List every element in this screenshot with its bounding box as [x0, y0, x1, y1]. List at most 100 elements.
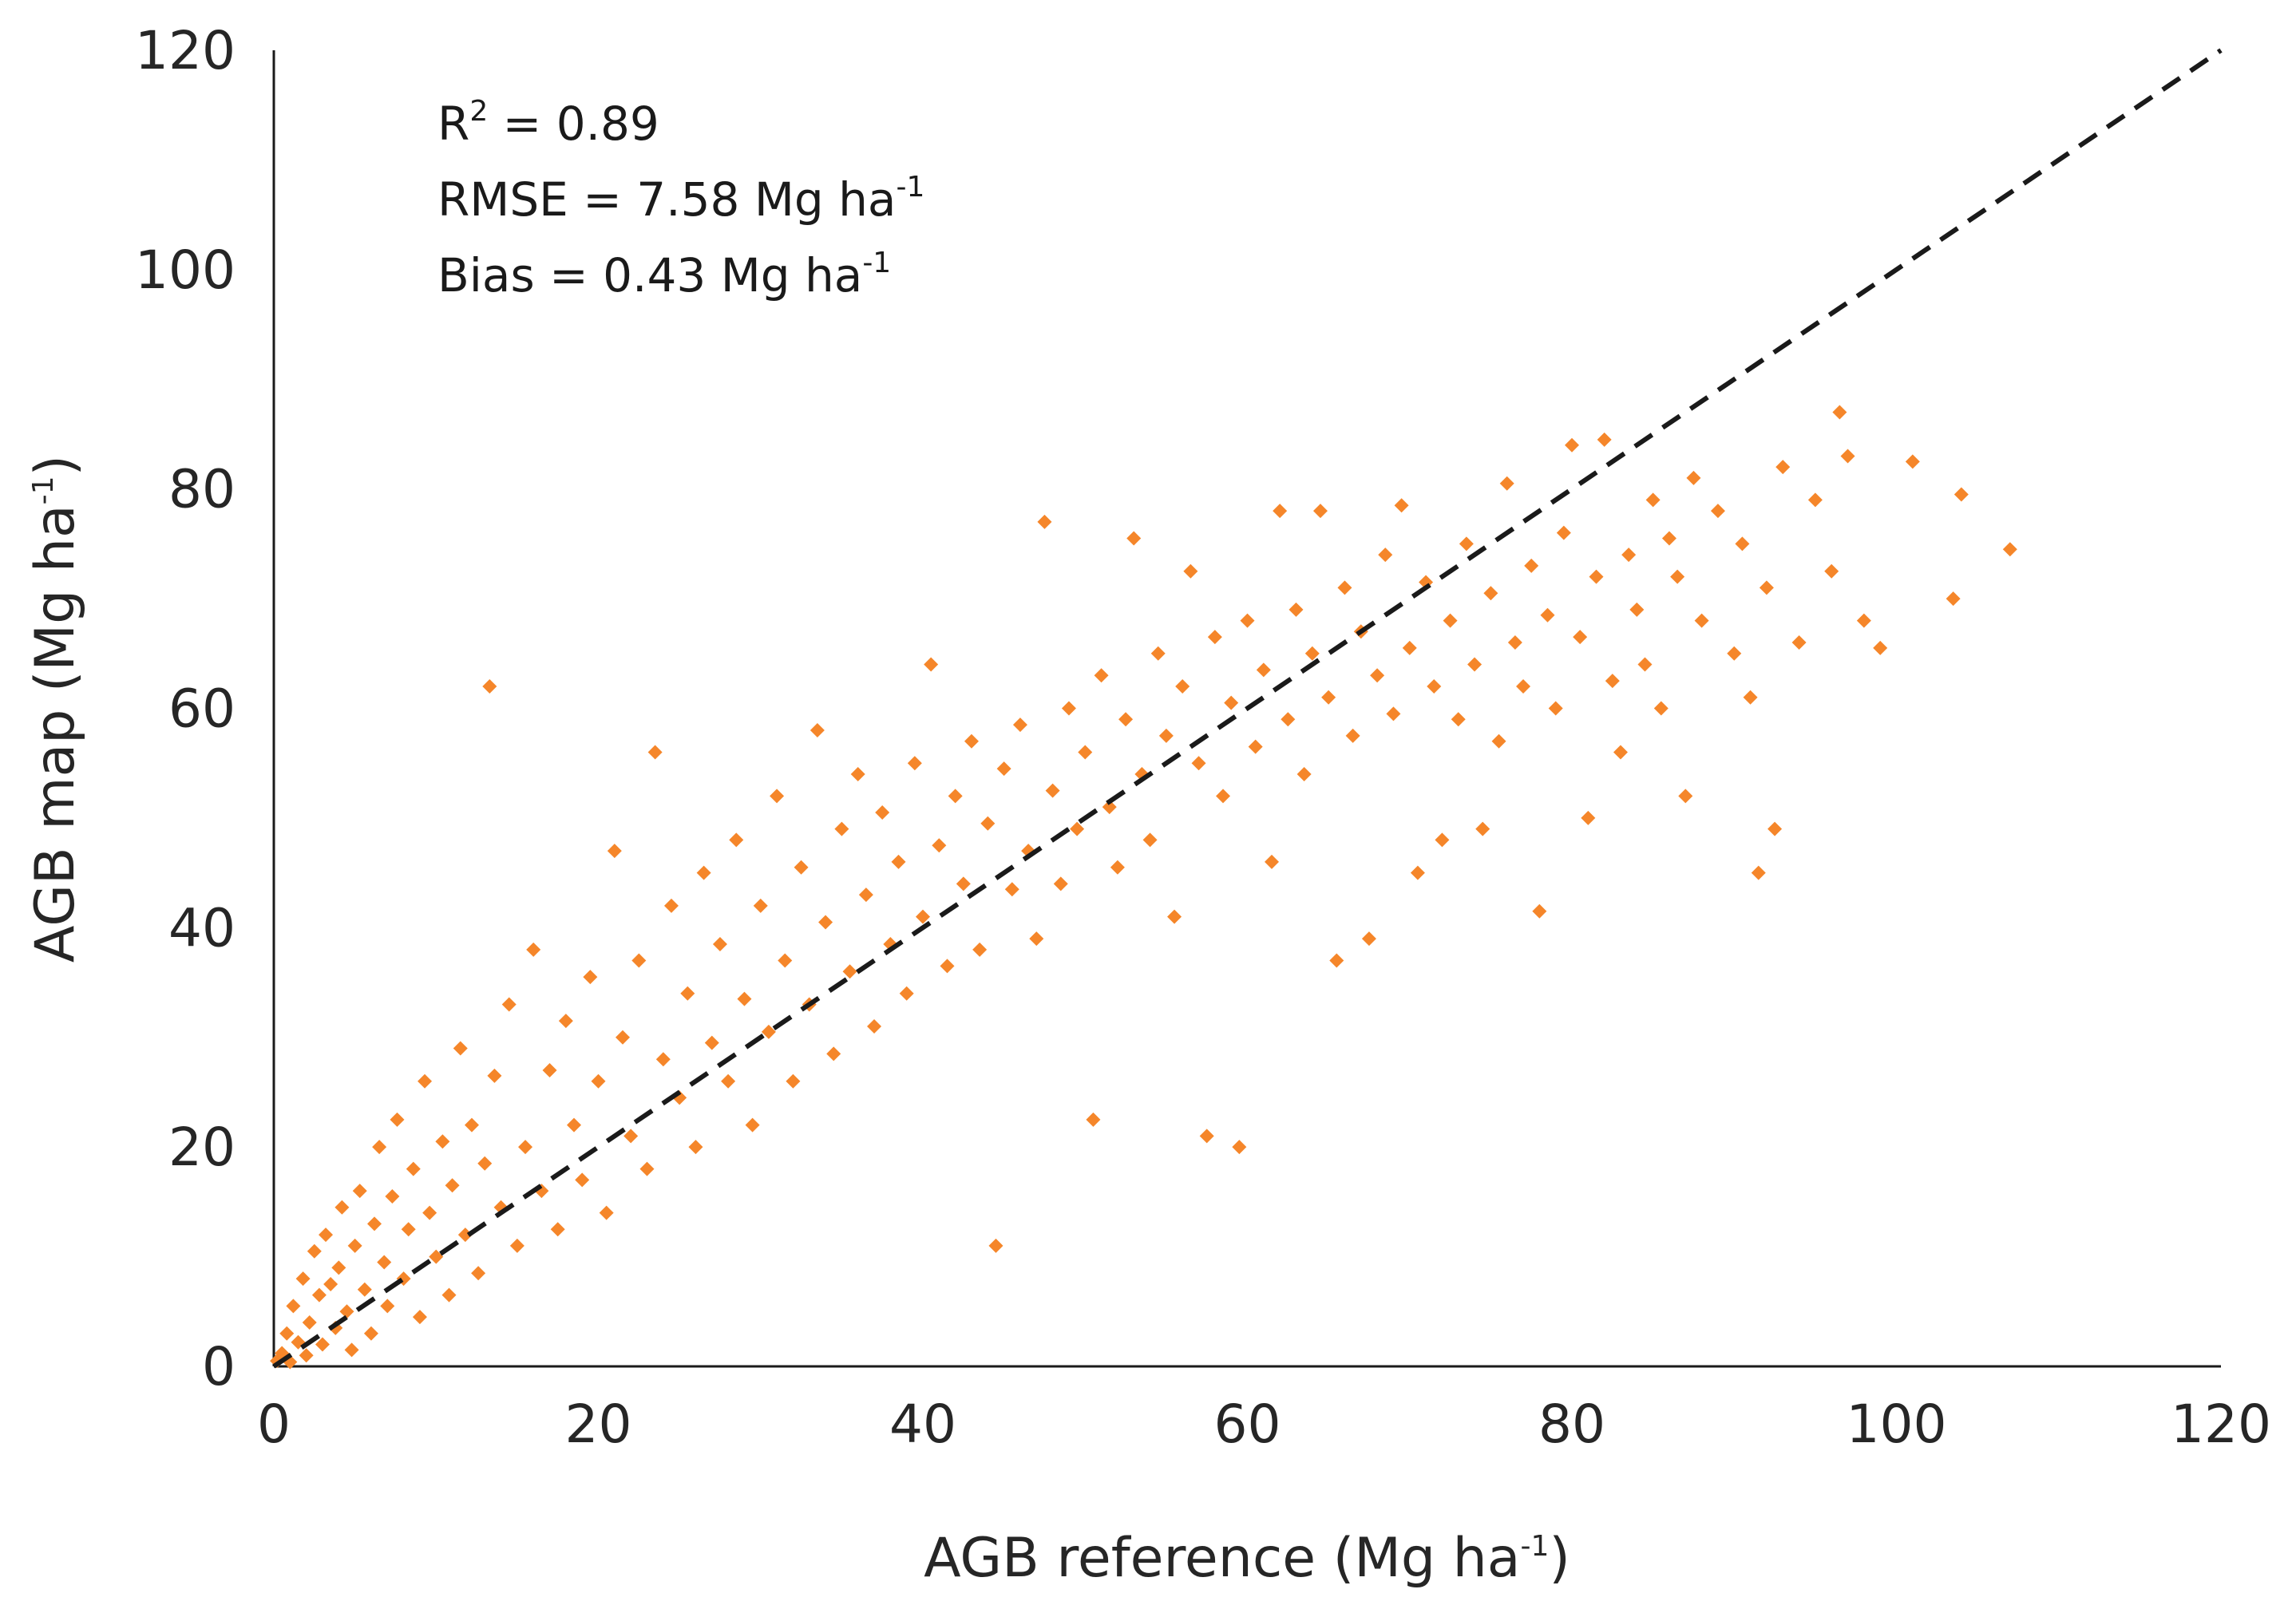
x-tick-label: 40 [889, 1394, 956, 1455]
data-point [924, 657, 939, 672]
x-tick-label: 60 [1214, 1394, 1281, 1455]
data-point [1012, 718, 1027, 733]
data-point [279, 1326, 295, 1341]
data-point [1751, 865, 1766, 880]
data-point [339, 1304, 354, 1319]
data-point [1248, 739, 1263, 754]
data-point [1443, 613, 1458, 628]
data-point [1345, 728, 1360, 743]
data-point [1094, 668, 1109, 683]
data-point [1224, 695, 1239, 710]
data-point [1629, 602, 1645, 617]
data-point [1573, 630, 1588, 645]
data-point [1273, 504, 1288, 519]
data-point [1686, 470, 1701, 485]
data-point [441, 1287, 457, 1303]
data-point [712, 936, 727, 951]
data-point [1296, 766, 1312, 781]
y-tick-label: 40 [168, 897, 236, 959]
data-point [299, 1348, 314, 1363]
data-point [518, 1140, 533, 1155]
data-point [302, 1315, 317, 1330]
data-point [1386, 706, 1401, 721]
data-point [501, 997, 517, 1012]
x-tick-label: 0 [257, 1394, 291, 1455]
data-point [1029, 931, 1044, 947]
data-point [826, 1046, 841, 1061]
data-point [1037, 514, 1052, 529]
data-point [1451, 712, 1466, 727]
data-point [1597, 432, 1612, 447]
data-point [335, 1200, 350, 1215]
data-point [1110, 860, 1125, 875]
data-point [1361, 931, 1376, 947]
data-point [1337, 580, 1352, 595]
y-tick-label: 120 [135, 20, 236, 81]
data-point [696, 865, 711, 880]
data-point [631, 953, 647, 968]
data-point [842, 964, 857, 979]
data-point [1873, 640, 1888, 655]
data-point [663, 898, 679, 913]
data-point [1061, 701, 1076, 716]
data-point [457, 1228, 473, 1243]
data-point [1394, 498, 1409, 513]
x-axis-title: AGB reference (Mg ha-1) [924, 1527, 1570, 1590]
data-point [1653, 701, 1669, 716]
data-point [1370, 668, 1385, 683]
data-point [1207, 630, 1222, 645]
data-point [1483, 586, 1498, 601]
data-point [1126, 531, 1142, 546]
data-point [311, 1287, 327, 1303]
data-point [655, 1052, 671, 1067]
data-point [794, 860, 809, 875]
data-point [996, 761, 1011, 777]
data-point [482, 679, 497, 694]
data-point [1532, 903, 1547, 919]
data-point [583, 970, 598, 985]
data-point [1053, 876, 1068, 891]
data-point [575, 1172, 590, 1188]
data-point [1475, 821, 1490, 836]
data-point [704, 1035, 719, 1050]
data-point [1312, 504, 1328, 519]
data-point [567, 1117, 582, 1133]
data-point [899, 986, 914, 1001]
data-point [1264, 854, 1279, 869]
data-point [834, 821, 849, 836]
y-tick-label: 80 [168, 459, 236, 520]
data-point [948, 789, 963, 804]
y-tick-label: 60 [168, 678, 236, 740]
x-tick-labels: 0 20 40 60 80 100 120 [257, 1394, 2271, 1455]
data-point [367, 1216, 382, 1231]
data-point [1946, 591, 1961, 607]
data-point [680, 986, 695, 1001]
data-point [487, 1068, 502, 1083]
data-point [599, 1205, 614, 1220]
data-point [1045, 783, 1060, 798]
data-point [1710, 504, 1725, 519]
data-point [721, 1073, 736, 1089]
x-tick-label: 100 [1847, 1394, 1947, 1455]
data-point [1102, 800, 1117, 815]
data-point [1427, 679, 1442, 694]
data-point [770, 789, 785, 804]
data-point [1637, 657, 1653, 672]
data-point [956, 876, 971, 891]
data-point [1150, 646, 1166, 661]
data-point [1281, 712, 1296, 727]
data-point [1581, 810, 1596, 825]
data-point [916, 909, 930, 924]
data-point [1410, 865, 1425, 880]
data-point [1216, 789, 1231, 804]
data-point [1565, 437, 1579, 453]
data-point [607, 844, 622, 859]
data-point [778, 953, 793, 968]
data-point [972, 942, 988, 957]
data-point [1954, 487, 1969, 502]
data-point [1167, 909, 1182, 924]
data-point [1905, 454, 1920, 469]
data-point [964, 733, 979, 749]
data-point [1321, 690, 1336, 705]
